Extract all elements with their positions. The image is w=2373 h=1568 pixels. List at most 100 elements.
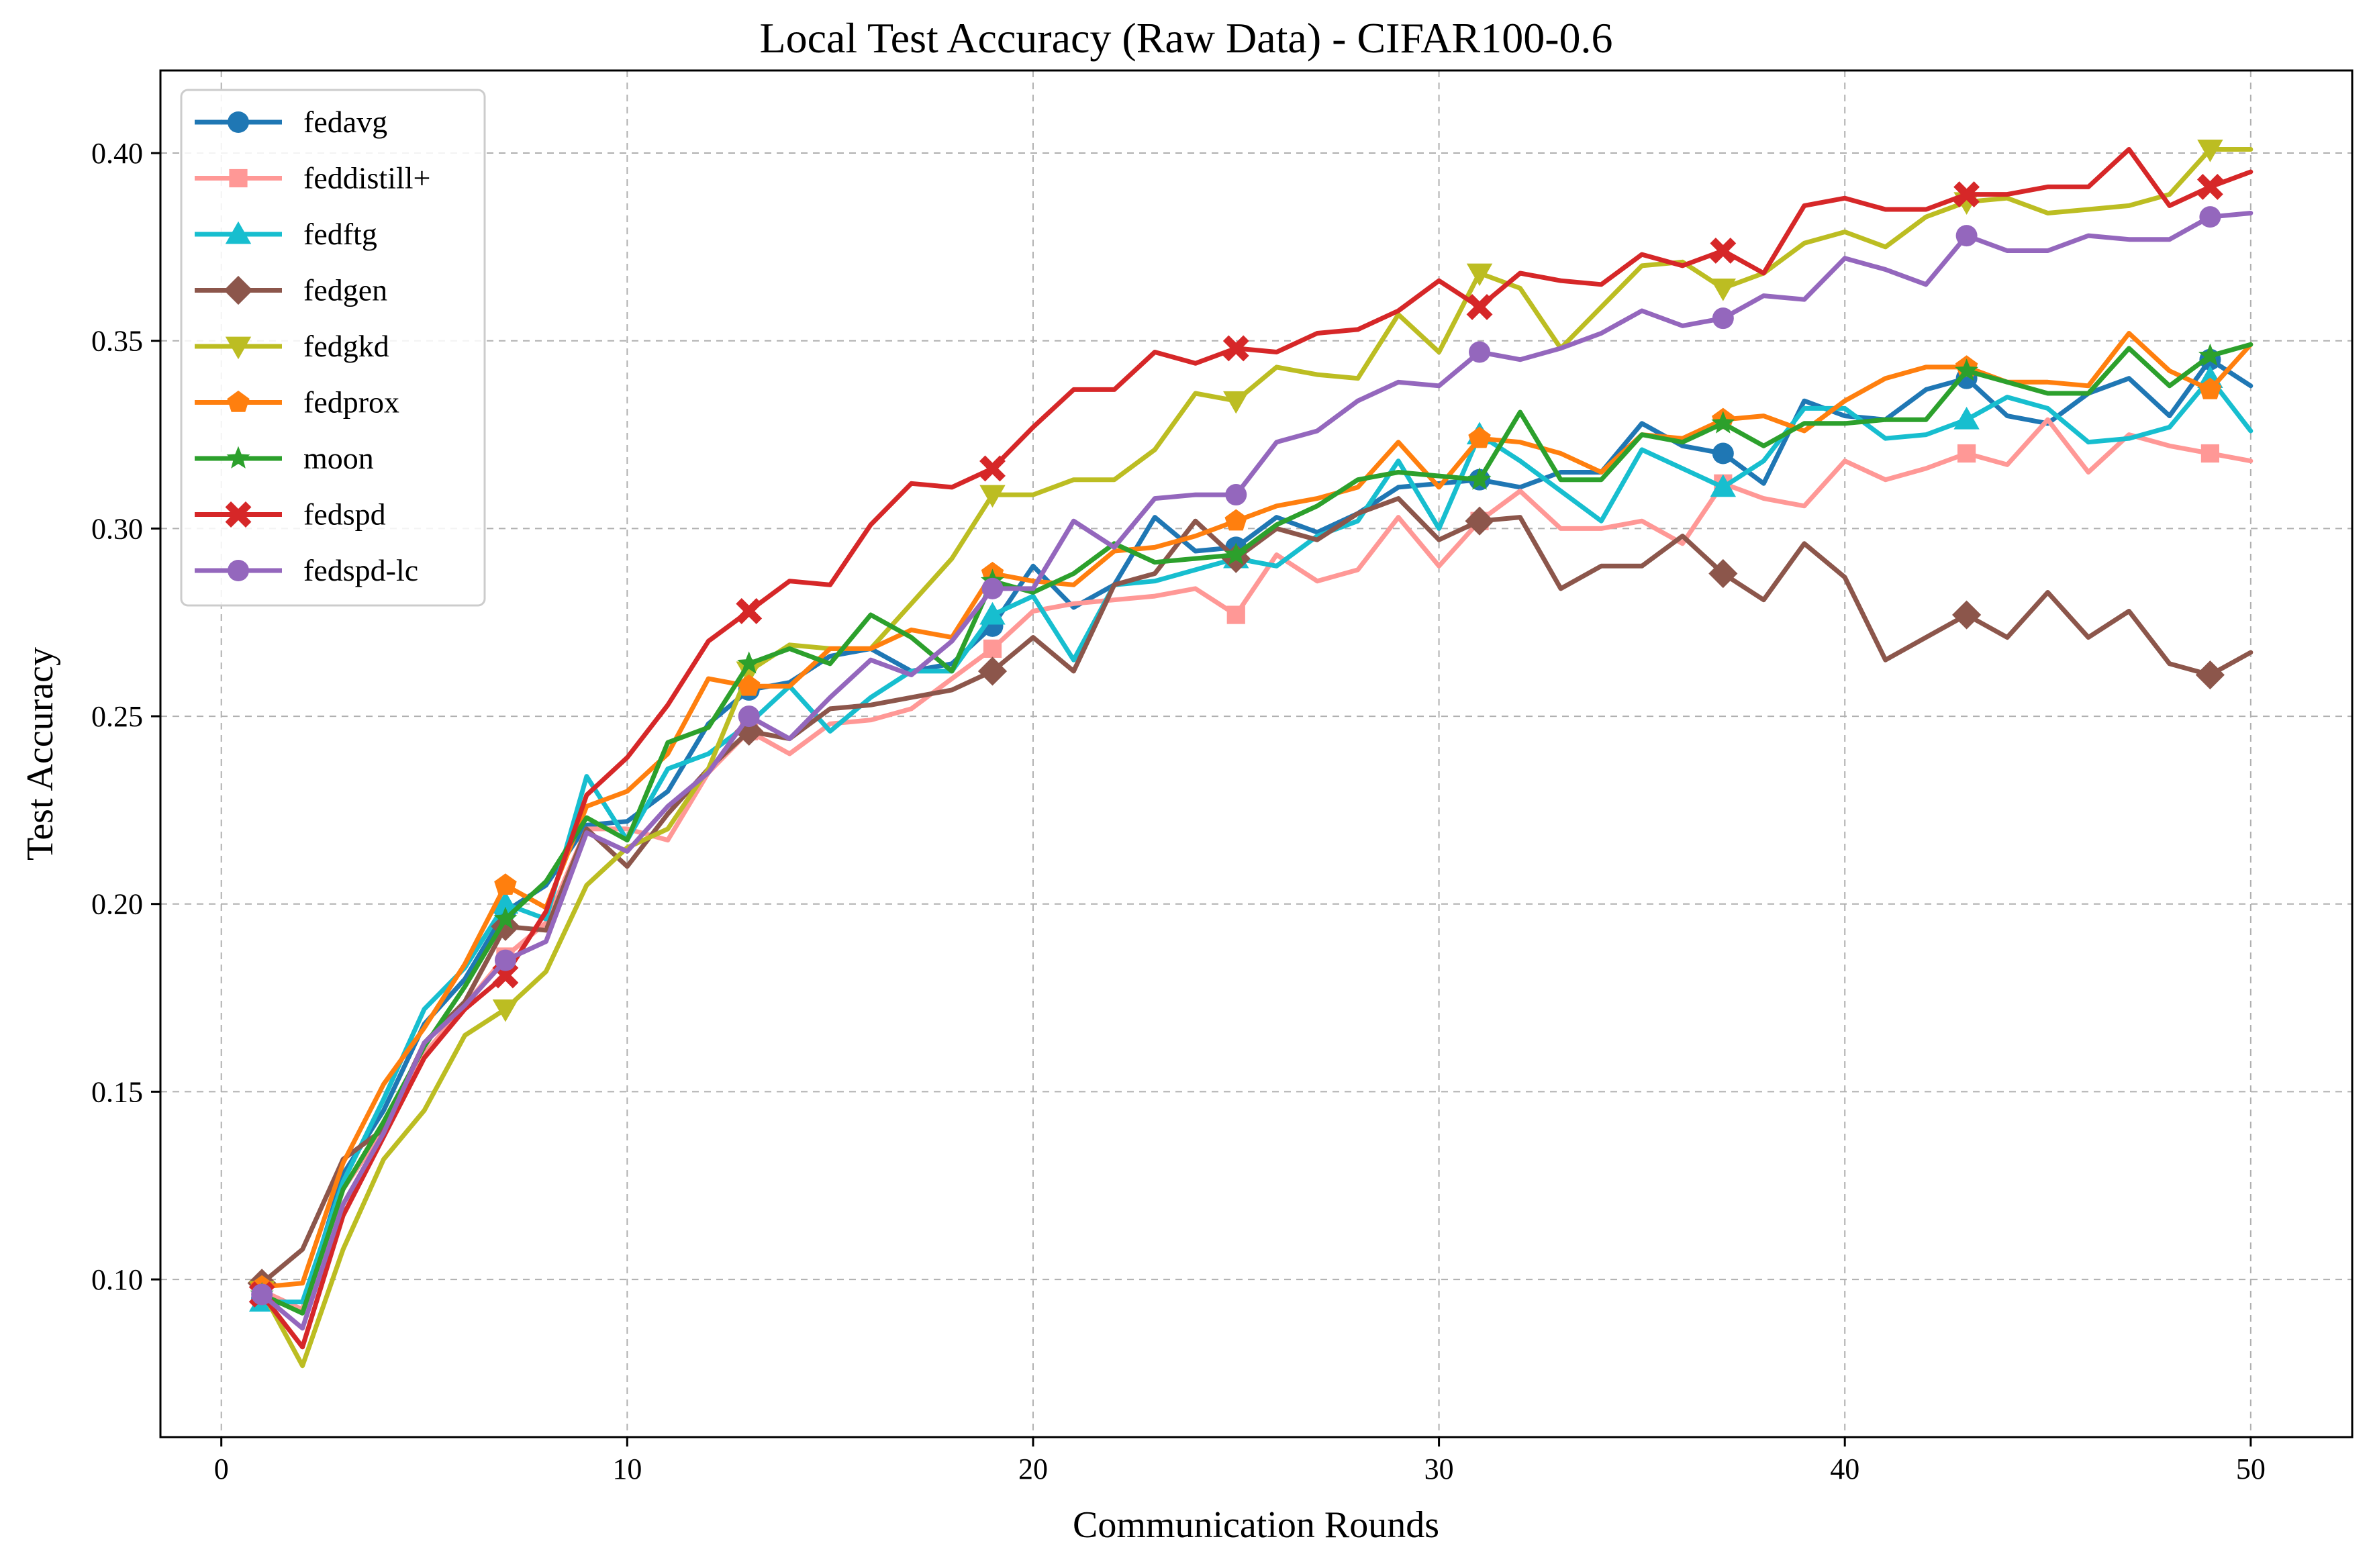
data-point-fedspd-lc	[1712, 307, 1734, 330]
legend-label: moon	[303, 441, 374, 475]
legend-marker	[226, 446, 250, 469]
series-line-fedftg	[259, 376, 2254, 1305]
plot-frame	[159, 69, 2354, 1438]
legend-item-fedspd-lc: fedspd-lc	[195, 553, 418, 587]
data-point-fedgen	[1952, 600, 1982, 630]
data-point-fedgkd	[2197, 140, 2223, 162]
series-line-fedprox	[259, 331, 2254, 1289]
data-point-fedftg	[1710, 474, 1737, 497]
data-point-fedprox	[2198, 377, 2222, 399]
axis-ticks: 0 10 20 30 40 50 0.10 0.15 0.20 0.25 0.30 0.35 0.40	[91, 137, 2266, 1485]
legend-item-feddistill+: feddistill+	[195, 161, 430, 195]
x-tick-label: 0	[214, 1453, 229, 1485]
data-point-fedgkd	[492, 999, 519, 1022]
series-fedavg	[251, 348, 2254, 1312]
x-tick-label: 20	[1018, 1453, 1048, 1485]
data-point-fedftg	[979, 601, 1006, 625]
legend-item-fedgen: fedgen	[195, 273, 387, 307]
data-point-fedgen	[2195, 660, 2225, 690]
legend-item-fedgkd: fedgkd	[195, 329, 389, 363]
legend-marker	[225, 336, 252, 360]
data-point-feddistill+	[1957, 444, 1976, 463]
y-tick-label: 0.10	[91, 1263, 143, 1296]
legend-marker	[227, 390, 250, 412]
legend-label: fedgkd	[303, 329, 389, 363]
data-point-fedspd-lc	[1955, 225, 1978, 247]
y-tick-label: 0.15	[91, 1075, 143, 1108]
data-point-fedgen	[977, 656, 1008, 686]
legend-box	[180, 89, 486, 607]
legend-label: fedprox	[303, 385, 399, 420]
series-feddistill+	[252, 417, 2254, 1312]
y-tick-label: 0.25	[91, 700, 143, 733]
legend-marker	[229, 168, 248, 188]
data-point-moon	[493, 906, 518, 929]
y-tick-label: 0.35	[91, 325, 143, 358]
y-axis-label: Test Accuracy	[19, 647, 61, 861]
data-point-fedspd-lc	[981, 577, 1004, 599]
data-point-fedgkd	[1466, 263, 1493, 287]
x-tick-label: 50	[2236, 1453, 2266, 1485]
data-point-feddistill+	[2200, 444, 2219, 463]
data-point-fedspd-lc	[2199, 206, 2221, 228]
series-line-fedgkd	[259, 147, 2254, 1369]
legend-label: feddistill+	[303, 161, 430, 195]
grid	[160, 70, 2352, 1437]
chart-title: Local Test Accuracy (Raw Data) - CIFAR10…	[760, 14, 1613, 62]
legend-item-fedprox: fedprox	[195, 385, 399, 420]
legend-marker	[228, 111, 249, 133]
legend-item-fedspd: fedspd	[195, 497, 386, 532]
data-point-fedgkd	[979, 485, 1006, 508]
x-tick-label: 40	[1830, 1453, 1859, 1485]
series-fedspd-lc	[251, 206, 2254, 1331]
data-point-fedspd-lc	[251, 1283, 273, 1306]
data-point-fedgkd	[736, 661, 762, 685]
series-line-fedspd-lc	[259, 211, 2254, 1331]
data-point-feddistill+	[983, 639, 1002, 658]
data-point-fedspd-lc	[494, 949, 516, 971]
data-point-moon	[1955, 358, 1979, 381]
legend-marker	[228, 560, 249, 581]
legend-label: fedgen	[303, 273, 387, 307]
y-tick-label: 0.20	[91, 888, 143, 921]
data-point-fedprox	[1224, 509, 1247, 531]
legend-label: fedspd	[303, 497, 386, 532]
data-point-moon	[1711, 411, 1735, 434]
data-point-fedprox	[738, 674, 761, 696]
legend-marker	[224, 275, 253, 305]
data-point-fedspd	[1710, 238, 1737, 264]
data-point-fedgen	[1708, 558, 1738, 589]
legend-item-moon: moon	[195, 441, 374, 475]
data-point-fedspd-lc	[738, 705, 760, 728]
data-point-fedspd-lc	[1469, 341, 1491, 363]
data-point-fedftg	[1953, 406, 1980, 430]
data-point-fedspd-lc	[1225, 484, 1247, 506]
data-point-fedavg	[1712, 442, 1734, 464]
legend-label: fedspd-lc	[303, 553, 418, 587]
series-fedftg	[248, 365, 2254, 1312]
data-point-fedgen	[1465, 506, 1494, 536]
x-axis-label: Communication Rounds	[1073, 1504, 1439, 1546]
series-fedgkd	[248, 140, 2254, 1369]
data-point-fedgkd	[1710, 279, 1737, 301]
y-tick-label: 0.40	[91, 137, 143, 170]
data-point-fedspd	[979, 455, 1006, 482]
x-tick-label: 30	[1424, 1453, 1454, 1485]
data-point-fedspd	[1222, 335, 1249, 362]
data-point-feddistill+	[1226, 605, 1245, 624]
series-line-moon	[259, 342, 2254, 1316]
data-point-fedspd	[736, 598, 763, 624]
data-point-fedspd	[1953, 181, 1980, 208]
legend-marker	[225, 221, 252, 244]
data-point-fedprox	[1468, 426, 1491, 448]
legend-label: fedavg	[303, 105, 387, 139]
data-point-fedspd	[2196, 173, 2223, 200]
series-line-fedavg	[259, 357, 2254, 1312]
series-moon	[250, 342, 2254, 1316]
y-tick-label: 0.30	[91, 512, 143, 545]
data-point-moon	[1467, 467, 1492, 490]
data-point-fedftg	[492, 891, 519, 914]
legend-label: fedftg	[303, 217, 377, 251]
data-point-fedspd	[1466, 293, 1493, 320]
